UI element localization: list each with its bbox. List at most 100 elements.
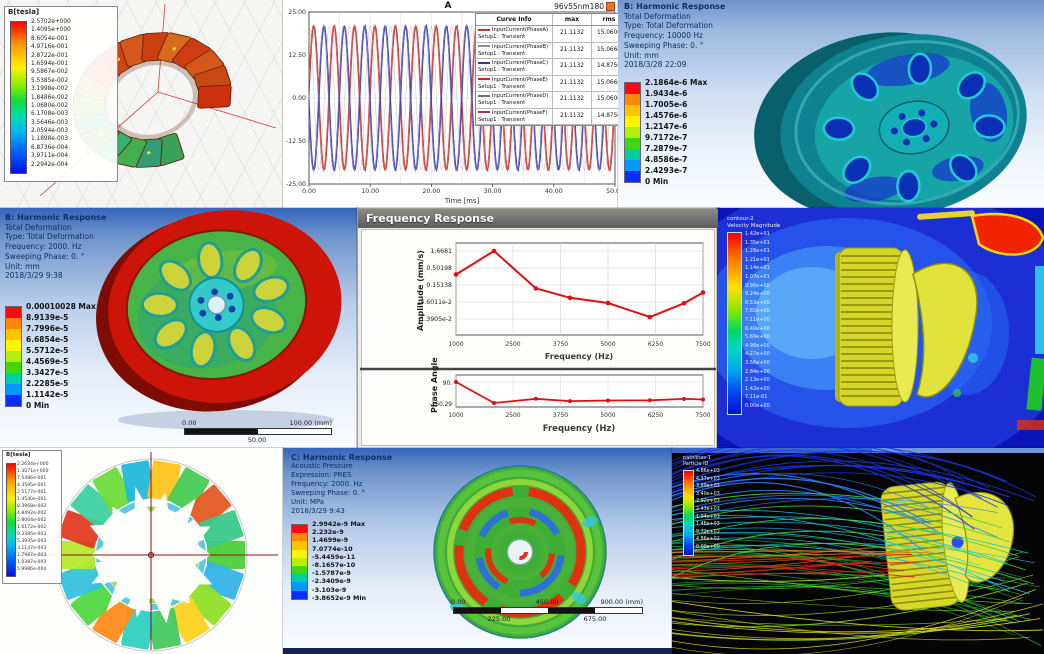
legend-value: 1.14e+01 — [745, 265, 770, 272]
legend-value: 1.4540e-001 — [17, 497, 47, 502]
legend-value: 2.9942e-9 Max — [312, 520, 366, 528]
legend-value: 2.0594e-003 — [31, 128, 69, 135]
chart-title: A — [444, 1, 452, 11]
legend-value: 1.9434e-6 — [645, 89, 688, 98]
table-row: InputCurrent(PhaseA) Setup1 : Transient 21… — [476, 26, 618, 43]
analysis-info-line: B: Harmonic Response — [624, 2, 726, 11]
analysis-info-line: Frequency: 10000 Hz — [624, 31, 703, 41]
legend-value: 4.98e+00 — [745, 342, 770, 349]
legend-values: 4.86e+03 4.37e+03 3.89e+03 3.40e+03 2.92e+03… — [696, 468, 720, 552]
legend-value: 2.43e+03 — [696, 506, 720, 512]
table-row: InputCurrent(PhaseC) Setup1 : Transient 21… — [476, 59, 618, 76]
legend-value: 2.84e+00 — [745, 368, 770, 375]
legend-value: 1.6594e-001 — [31, 60, 69, 67]
legend-color-bar — [6, 463, 16, 577]
legend-value: 5.3935e-003 — [17, 539, 47, 544]
legend-value: 0 Min — [26, 401, 50, 410]
ruler-q1-label: 225.00 — [487, 615, 511, 623]
cfd-contour-graphic — [717, 208, 1044, 448]
legend-value: 9.72e+02 — [696, 529, 720, 535]
ruler-min-label: 0.00 — [451, 598, 466, 606]
legend-value: 8.6054e-001 — [31, 35, 69, 42]
legend-title-line: Particle ID — [683, 461, 709, 467]
svg-text:0.00: 0.00 — [292, 95, 306, 102]
curve-color-swatch — [478, 61, 490, 64]
svg-text:1000: 1000 — [448, 412, 463, 419]
legend-value: -3.103e-9 — [312, 585, 347, 594]
panel-current-plot: 25.00 12.50 0.00 -12.50 -25.00 0.00 10.00 20.00… — [282, 0, 619, 209]
panel-maxwell-ring: B[tesla] 2.2634e+000 1.3071e+000 7.5486e-0… — [0, 447, 284, 654]
legend-value: 3.40e+03 — [696, 491, 720, 497]
legend-value: 9.5867e-002 — [31, 69, 69, 76]
analysis-info-block: B: Harmonic Response Total Deformation Typ… — [5, 213, 106, 281]
panel-harmonic-b1: B: Harmonic Response Total Deformation Typ… — [617, 0, 1044, 209]
legend-value: 1.94e+03 — [696, 514, 720, 520]
legend-color-bar — [291, 524, 308, 600]
legend-value: 4.8492e-002 — [17, 511, 47, 516]
legend-value: 3.9711e-004 — [31, 153, 69, 160]
legend-value: 4.37e+03 — [696, 476, 720, 482]
legend-value: -8.1657e-10 — [312, 561, 356, 569]
svg-text:7500: 7500 — [695, 412, 710, 419]
analysis-info-line: Type: Total Deformation — [624, 21, 713, 31]
window-title-bar: Frequency Response — [358, 209, 718, 228]
table-row: InputCurrent(PhaseB) Setup1 : Transient 21… — [476, 42, 618, 59]
model-label: 96v55nm180 — [554, 2, 604, 11]
maxwell-project-icon — [606, 2, 615, 11]
legend-value: 5.5712e-5 — [26, 346, 69, 355]
velocity-legend: contour-2 Velocity Magnitude 1.42e+01 1.35… — [727, 216, 780, 415]
panel-harmonic-b2: B: Harmonic Response Total Deformation Typ… — [0, 207, 358, 449]
legend-value: -5.4459e-11 — [312, 552, 356, 561]
ruler-max-label: 900.00 (mm) — [600, 598, 643, 606]
legend-value: 3.1998e-002 — [31, 86, 69, 93]
panel-frequency-response: Frequency Response 1000 2500 3750 5000 6250 7… — [356, 207, 720, 451]
analysis-info-line: Unit: mm — [5, 261, 40, 271]
legend-value: 8.9139e-5 — [26, 313, 69, 322]
legend-value: 1.42e+01 — [745, 231, 770, 237]
legend-value: 5.5385e-002 — [31, 77, 69, 84]
bottom-edge-strip — [283, 648, 672, 654]
analysis-info-line: Sweeping Phase: 0. ° — [5, 251, 85, 261]
legend-value: 1.0387e-003 — [17, 560, 47, 565]
legend-value: 4.86e+03 — [696, 469, 720, 474]
legend-value: 7.7996e-5 — [26, 324, 69, 333]
legend-value: 0 Min — [645, 177, 669, 186]
legend-value: 2.13e+00 — [745, 377, 770, 384]
legend-value: 1.21e+01 — [745, 256, 770, 263]
legend-value: 4.3595e-001 — [17, 483, 47, 488]
svg-text:Time [ms]: Time [ms] — [444, 197, 480, 205]
svg-text:4.6011e-2: 4.6011e-2 — [420, 299, 452, 306]
legend-values: 2.2634e+000 1.3071e+000 7.5486e-001 4.3595e… — [17, 461, 49, 573]
legend-value: 2.1864e-6 Max — [645, 78, 708, 87]
legend-value: 4.4569e-5 — [26, 357, 69, 366]
legend-value: 7.11e-01 — [745, 394, 768, 401]
legend-value: -2.3409e-9 — [312, 577, 351, 586]
legend-title: B[tesla] — [8, 8, 40, 16]
ruler-q3-label: 675.00 — [583, 615, 607, 623]
analysis-info-line: Frequency: 2000. Hz — [291, 480, 363, 488]
curve-color-swatch — [478, 28, 490, 31]
legend-title: B[tesla] — [6, 452, 31, 458]
legend-value: 2.8004e-002 — [17, 518, 47, 523]
legend-value: 6.6854e-5 — [26, 335, 69, 344]
svg-text:50.00: 50.00 — [606, 188, 618, 195]
svg-text:30.00: 30.00 — [484, 188, 502, 195]
legend-value: 8.3968e-002 — [17, 504, 47, 509]
svg-text:20.00: 20.00 — [423, 188, 441, 195]
legend-value: 1.2147e-6 — [645, 122, 688, 131]
phase-axis-label: Phase Angle — [430, 357, 439, 413]
svg-text:2500: 2500 — [505, 341, 520, 348]
analysis-info-line: 2018/3/29 9:38 — [5, 271, 63, 281]
svg-text:3750: 3750 — [553, 341, 568, 348]
legend-value: 2.2634e+000 — [17, 462, 49, 467]
svg-text:6250: 6250 — [648, 341, 663, 348]
legend-value: 0.00e+00 — [696, 544, 720, 550]
svg-text:3750: 3750 — [553, 412, 568, 419]
panel-streamlines: pathlines-1 Particle ID 4.86e+03 4.37e+03 3… — [671, 447, 1044, 654]
legend-color-bar — [683, 470, 694, 556]
ruler-min-label: 0.00 — [182, 419, 197, 427]
legend-value: 1.7005e-6 — [645, 100, 688, 109]
panel-cfd-contours: contour-2 Velocity Magnitude 1.42e+01 1.35… — [716, 207, 1044, 449]
legend-value: 7.5486e-001 — [17, 476, 47, 481]
